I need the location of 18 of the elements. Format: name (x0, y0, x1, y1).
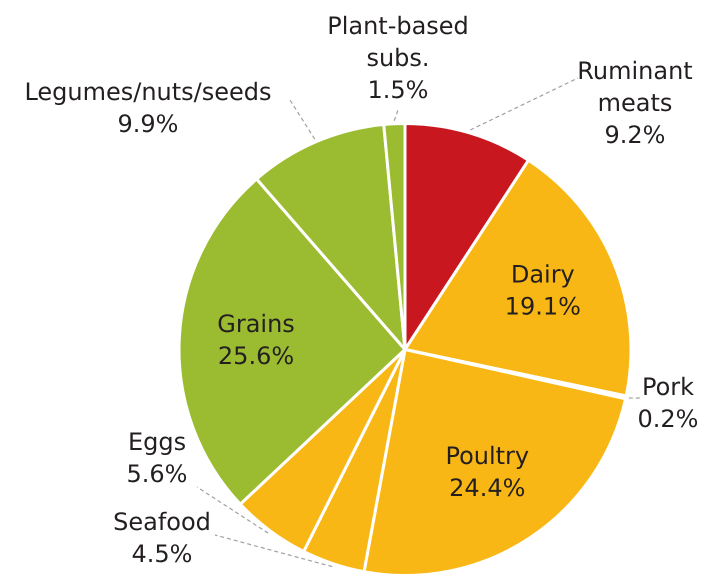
slice-label: Pork (642, 373, 694, 402)
slice-label: Dairy (510, 260, 575, 289)
data-label: 0.2% (638, 405, 698, 434)
data-label: 9.9% (118, 110, 178, 138)
slice-label: Eggs (128, 428, 186, 456)
data-label: 4.5% (132, 540, 192, 568)
data-label: 9.2% (604, 121, 666, 150)
slice-label: Legumes/nuts/seeds (24, 78, 272, 106)
slice-label: Poultry (445, 442, 530, 470)
data-label: 24.4% (449, 474, 526, 502)
data-label: 25.6% (218, 342, 294, 370)
data-label: 1.5% (368, 76, 428, 104)
slice-label: Plant-based subs. (327, 12, 469, 72)
data-label: 19.1% (504, 292, 581, 321)
slice-label: Seafood (113, 508, 211, 536)
data-label: 5.6% (126, 460, 188, 488)
slice-label: Ruminant meats (577, 57, 693, 118)
slice-label: Grains (217, 310, 295, 338)
